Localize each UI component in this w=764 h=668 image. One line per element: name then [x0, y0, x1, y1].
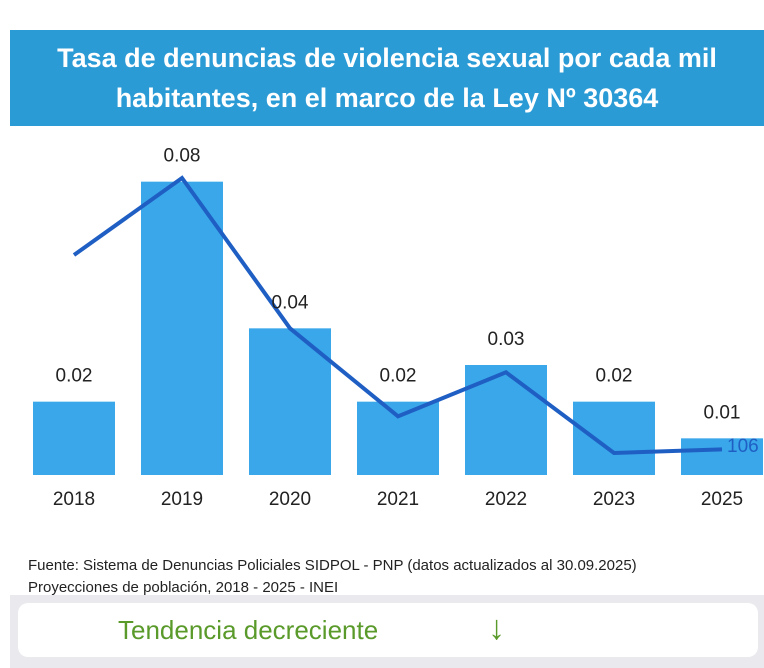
- title-band: Tasa de denuncias de violencia sexual po…: [10, 30, 764, 126]
- chart: 2018 2019 2020 2021 2022 2023 2025 0.02 0.08 0.04…: [33, 146, 763, 510]
- bar: [357, 401, 439, 475]
- source-note: Fuente: Sistema de Denuncias Policiales …: [28, 555, 758, 595]
- source-line: Proyecciones de población, 2018 - 2025 -…: [28, 579, 339, 595]
- data-label: 0.04: [272, 292, 309, 313]
- bar: [465, 365, 547, 475]
- bar: [573, 401, 655, 475]
- footer-box: Tendencia decreciente ↓: [18, 603, 758, 657]
- data-label: 0.01: [704, 402, 741, 423]
- trend-line: [72, 175, 723, 456]
- data-label: 0.03: [488, 329, 525, 350]
- footer-area: Tendencia decreciente ↓: [10, 595, 764, 668]
- x-tick-label: 2025: [701, 489, 743, 510]
- data-label: 0.02: [380, 366, 417, 387]
- x-tick-label: 2020: [269, 489, 311, 510]
- data-label: 0.08: [164, 146, 201, 167]
- source-line: Fuente: Sistema de Denuncias Policiales …: [28, 557, 637, 574]
- trend-text: Tendencia decreciente: [118, 615, 379, 645]
- chart-title: Tasa de denuncias de violencia sexual po…: [57, 43, 717, 113]
- x-tick-label: 2023: [593, 489, 635, 510]
- bar: [141, 181, 223, 475]
- x-tick-label: 2022: [485, 489, 527, 510]
- x-tick-label: 2019: [161, 489, 203, 510]
- trend-icon: ↓: [488, 609, 505, 647]
- data-label: 0.02: [596, 366, 633, 387]
- bar: [681, 438, 763, 475]
- bar: [33, 401, 115, 475]
- x-tick-label: 2018: [53, 489, 95, 510]
- annotation: 106: [727, 436, 759, 457]
- data-label: 0.02: [56, 366, 93, 387]
- x-tick-label: 2021: [377, 489, 419, 510]
